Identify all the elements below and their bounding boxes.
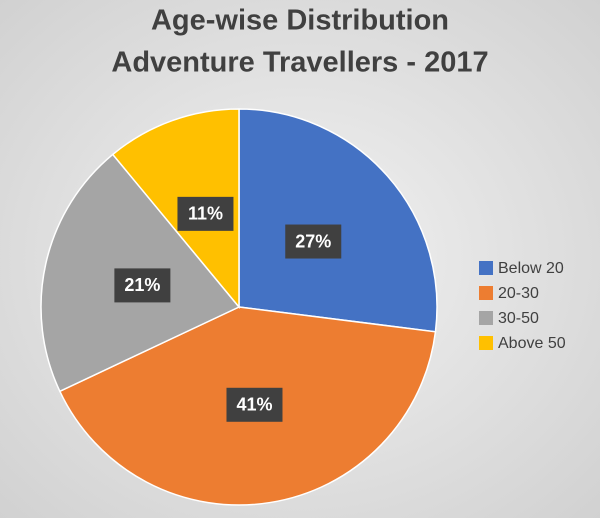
legend-swatch	[479, 286, 493, 300]
legend-swatch	[479, 261, 493, 275]
legend-label: Below 20	[498, 260, 564, 277]
chart-title: Adventure Travellers - 2017	[111, 47, 488, 79]
data-label: 11%	[188, 204, 223, 224]
legend-label: 30-50	[498, 310, 539, 327]
data-label: 21%	[124, 275, 160, 295]
legend-swatch	[479, 336, 493, 350]
label-box	[226, 387, 283, 422]
pie-slice	[238, 108, 438, 333]
legend-swatch	[479, 311, 493, 325]
chart-title: Age-wise Distribution	[151, 5, 449, 37]
label-box	[114, 268, 171, 303]
pie-slice	[111, 108, 240, 310]
label-box	[285, 224, 342, 259]
legend-label: Above 50	[498, 335, 566, 352]
data-label: 27%	[295, 231, 331, 251]
data-label: 41%	[236, 395, 272, 415]
legend-label: 20-30	[498, 285, 539, 302]
label-box	[177, 196, 234, 231]
